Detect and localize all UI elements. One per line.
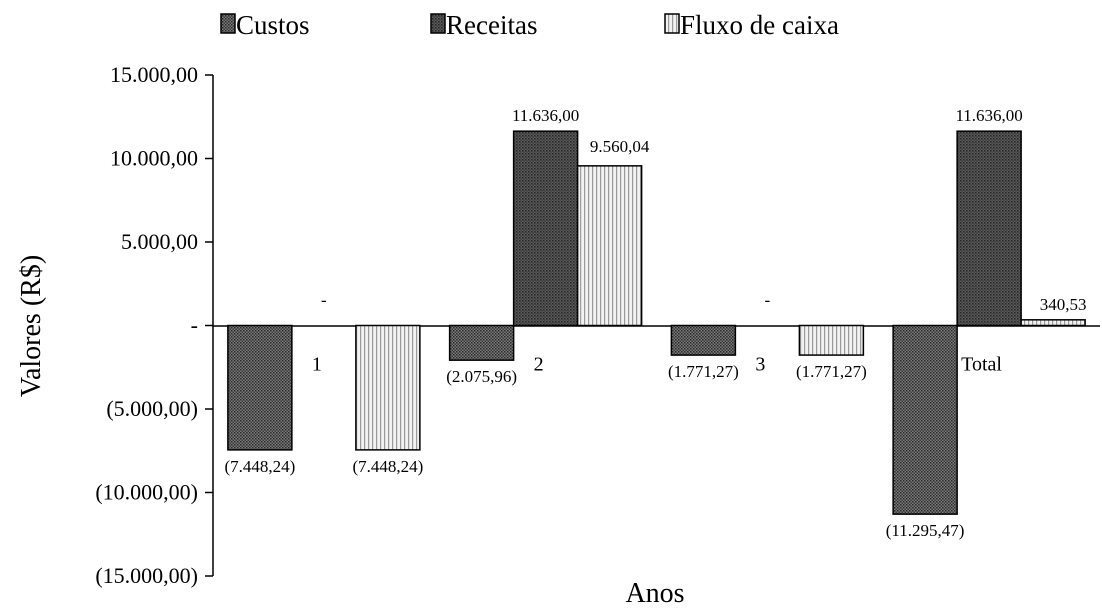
legend-swatch-receitas [430,13,446,34]
data-label-custos-3: (1.771,27) [668,362,739,381]
bar-custos-total [892,324,958,515]
legend-item-receitas: Receitas [430,10,537,40]
data-label-receitas-3: - [765,291,771,310]
y-tick-label: (10.000,00) [95,480,198,505]
legend-item-fluxo-de-caixa: Fluxo de caixa [664,10,839,40]
category-labels: 1 2 3 Total [312,354,1003,376]
category-label-total: Total [961,354,1002,376]
category-label-1: 1 [312,354,322,376]
y-tick-label: 15.000,00 [110,62,198,87]
data-label-receitas-1: - [321,291,327,310]
bar-custos-1 [227,324,293,451]
bars [227,130,1086,515]
bar-receitas-2 [512,130,579,327]
legend: Custos Receitas Fluxo de caixa [220,10,839,40]
data-label-fluxo-de-caixa-1: (7.448,24) [352,457,423,476]
data-label-receitas-total: 11.636,00 [955,106,1022,125]
category-label-2: 2 [534,354,544,376]
y-axis-title: Valores (R$) [16,255,47,397]
bar-custos-3 [670,324,737,356]
data-label-fluxo-de-caixa-3: (1.771,27) [796,362,867,381]
bar-fluxo-de-caixa-2 [576,165,643,327]
x-axis-title: Anos [625,578,684,608]
legend-label-custos: Custos [236,10,310,40]
data-label-custos-2: (2.075,96) [446,367,517,386]
data-label-fluxo-de-caixa-total: 340,53 [1040,295,1087,314]
data-label-fluxo-de-caixa-2: 9.560,04 [590,137,650,156]
data-label-custos-total: (11.295,47) [886,521,965,540]
y-tick-label: - [191,313,198,338]
legend-swatch-custos [220,13,236,34]
bar-fluxo-de-caixa-3 [798,324,865,356]
bar-custos-2 [448,324,515,361]
legend-label-fluxo-de-caixa: Fluxo de caixa [680,10,839,40]
data-label-custos-1: (7.448,24) [224,457,295,476]
bar-fluxo-de-caixa-1 [355,324,421,451]
legend-label-receitas: Receitas [446,10,537,40]
y-tick-label: 10.000,00 [110,146,198,171]
legend-item-custos: Custos [220,10,310,40]
y-tick-label: 5.000,00 [121,229,198,254]
y-tick-label: (5.000,00) [106,396,198,421]
category-label-3: 3 [755,354,765,376]
data-label-receitas-2: 11.636,00 [512,106,579,125]
y-tick-label: (15.000,00) [95,563,198,588]
legend-swatch-fluxo-de-caixa [664,13,680,34]
bar-fluxo-de-caixa-total [1020,319,1086,327]
bar-receitas-total [956,130,1022,327]
data-labels: (7.448,24) - (7.448,24) (2.075,96) 11.636,00… [224,106,1086,540]
y-ticks: 15.000,00 10.000,00 5.000,00 - (5.000,00) (10… [95,62,213,588]
